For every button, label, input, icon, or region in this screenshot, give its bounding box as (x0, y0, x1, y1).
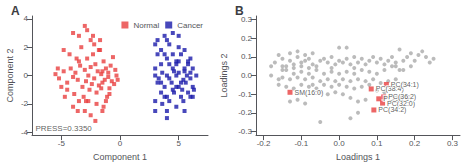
svg-text:0.3: 0.3 (240, 15, 252, 25)
svg-text:A: A (11, 4, 20, 18)
svg-text:PC(38:4): PC(38:4) (375, 85, 404, 93)
svg-text:4: 4 (24, 14, 29, 23)
svg-text:0.2: 0.2 (409, 139, 421, 148)
svg-text:-0.2: -0.2 (238, 108, 252, 117)
svg-text:B: B (235, 4, 244, 18)
svg-text:-5: -5 (58, 139, 66, 148)
svg-text:Component 2: Component 2 (5, 49, 15, 103)
svg-text:-0.1: -0.1 (294, 139, 308, 148)
svg-text:0.3: 0.3 (447, 139, 459, 148)
svg-text:-4: -4 (21, 128, 29, 137)
svg-text:-2: -2 (21, 99, 29, 108)
svg-text:0.2: 0.2 (241, 34, 253, 43)
svg-text:Loadings 1: Loadings 1 (336, 152, 380, 162)
svg-text:PC(32:0): PC(32:0) (387, 99, 416, 107)
svg-text:0: 0 (118, 139, 123, 148)
svg-text:PRESS=0.3350: PRESS=0.3350 (36, 124, 93, 133)
svg-text:Cancer: Cancer (177, 21, 203, 30)
svg-text:SM(16:0): SM(16:0) (295, 89, 324, 97)
svg-text:0.1: 0.1 (371, 139, 383, 148)
svg-text:5: 5 (176, 139, 181, 148)
svg-text:-0.1: -0.1 (238, 90, 252, 99)
svg-text:0: 0 (24, 71, 29, 80)
svg-text:2: 2 (24, 43, 29, 52)
svg-text:Loadings 2: Loadings 2 (219, 54, 229, 98)
svg-text:-0.3: -0.3 (238, 127, 252, 136)
svg-text:PC(36:2): PC(36:2) (388, 93, 416, 101)
svg-text:PC(34:1): PC(34:1) (391, 81, 419, 89)
svg-text:-0.2: -0.2 (257, 139, 271, 148)
svg-text:0.1: 0.1 (241, 52, 253, 61)
svg-text:PC(34:2): PC(34:2) (378, 106, 406, 114)
svg-text:0.0: 0.0 (334, 139, 346, 148)
svg-text:0.0: 0.0 (241, 71, 253, 80)
svg-text:Component 1: Component 1 (93, 152, 147, 162)
svg-text:Normal: Normal (133, 21, 159, 30)
